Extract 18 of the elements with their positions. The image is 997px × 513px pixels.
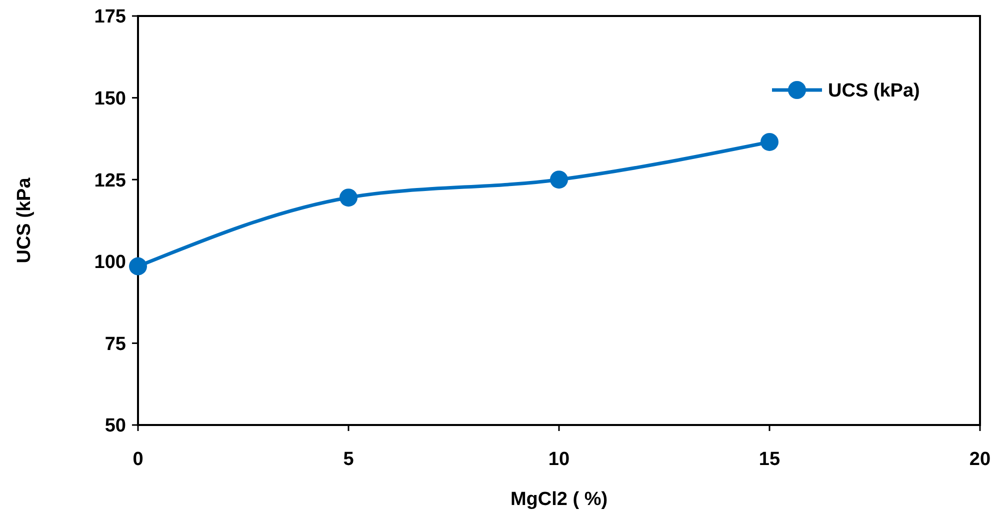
y-tick-label: 175 [94,6,126,28]
point [129,257,147,276]
x-tick-label: 0 [132,449,144,470]
y-tick-label: 75 [104,334,126,355]
legend-label: UCS (kPa) [828,80,920,102]
x-tick-label: 10 [548,449,570,470]
y-axis-title: UCS (kPa [14,177,35,264]
x-tick-label: 15 [758,449,780,470]
y-tick-label: 50 [104,416,126,437]
x-tick-label: 5 [343,449,354,470]
y-tick-label: 100 [94,252,126,274]
x-tick-label: 20 [969,449,991,470]
point [760,132,778,151]
point [550,170,568,189]
y-tick-label: 150 [94,88,126,110]
y-tick-label: 125 [94,170,126,192]
point [340,188,358,207]
x-axis-title: MgCl2 ( %) [510,489,608,510]
